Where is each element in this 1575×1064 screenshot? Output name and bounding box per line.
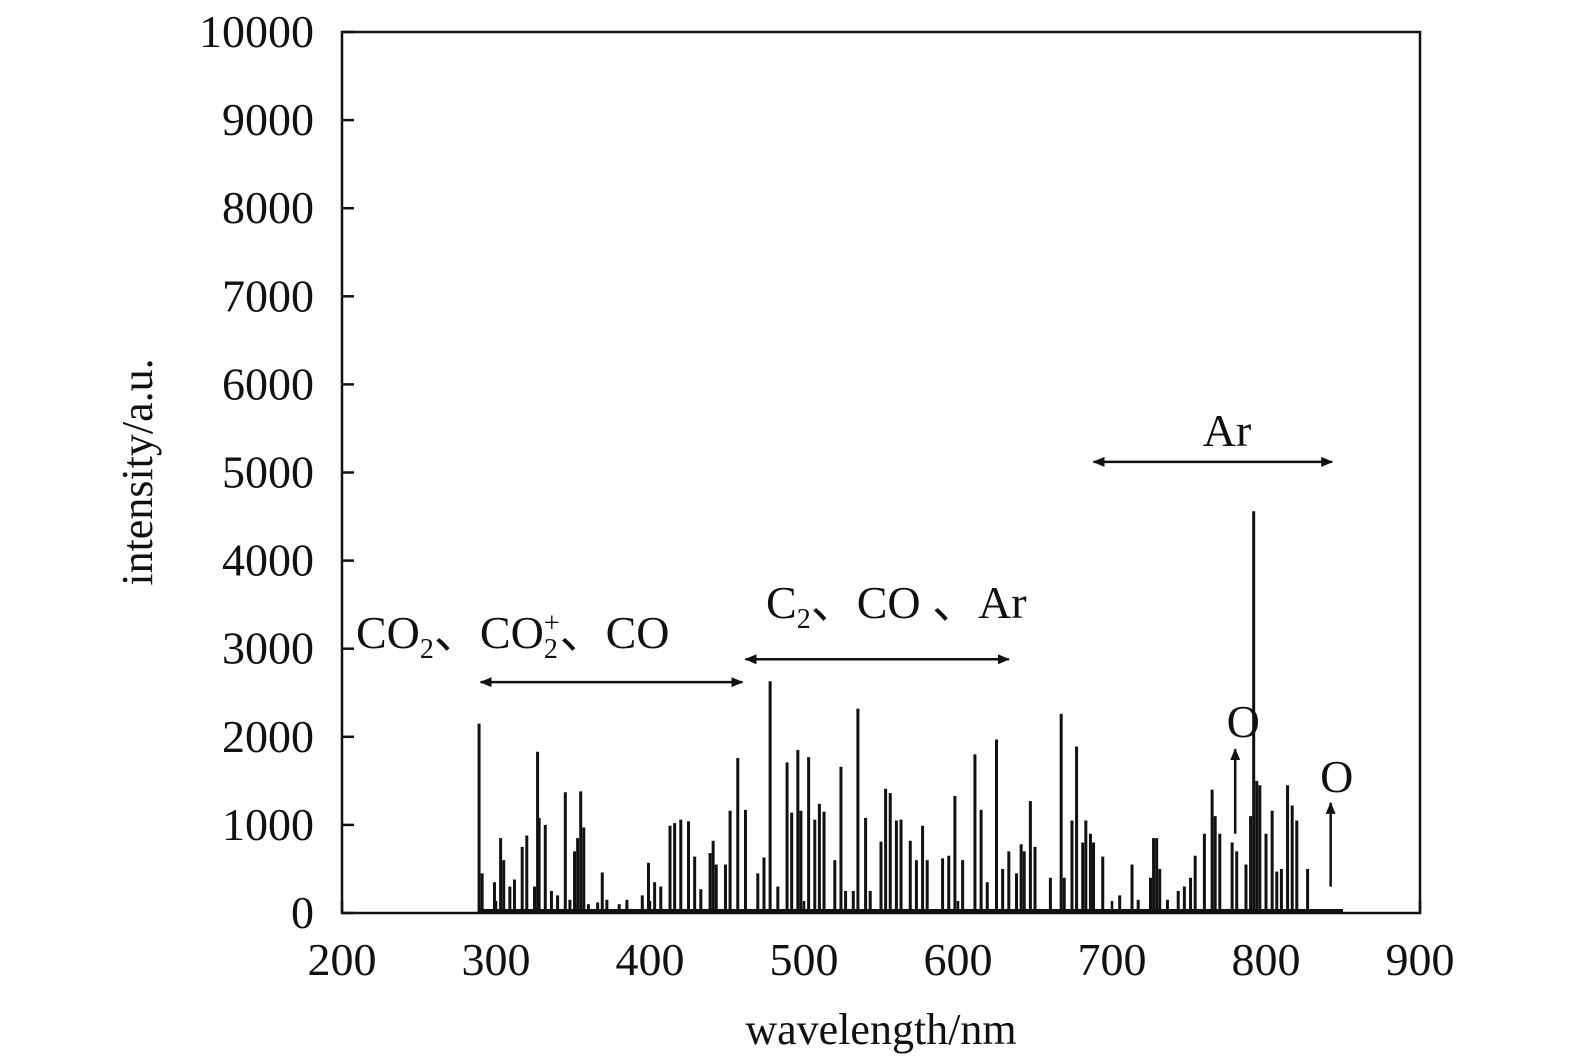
y-tick-label: 10000 (199, 6, 314, 57)
x-tick-label: 700 (1078, 934, 1147, 985)
y-tick-label: 2000 (222, 711, 314, 762)
y-tick-label: 0 (291, 887, 314, 938)
y-tick-label: 7000 (222, 270, 314, 321)
x-tick-label: 800 (1232, 934, 1301, 985)
y-axis-title: intensity/a.u. (113, 358, 162, 585)
x-tick-label: 400 (616, 934, 685, 985)
y-tick-label: 3000 (222, 623, 314, 674)
annotations: CO2、CO2+、CO C2、CO 、Ar Ar O O (356, 405, 1353, 887)
y-tick-label: 9000 (222, 94, 314, 145)
x-axis-ticks: 200 300 400 500 600 700 800 900 (308, 901, 1455, 985)
annotation-o: O (1227, 696, 1260, 747)
plot-frame (340, 30, 1422, 915)
annotation-o: O (1320, 751, 1353, 802)
x-tick-label: 600 (924, 934, 993, 985)
x-tick-label: 300 (462, 934, 531, 985)
y-tick-label: 1000 (222, 799, 314, 850)
annotation-ar: Ar (1203, 405, 1252, 456)
x-tick-label: 500 (770, 934, 839, 985)
x-tick-label: 200 (308, 934, 377, 985)
y-tick-label: 8000 (222, 182, 314, 233)
annotation-co2-co2plus-co: CO2、CO2+、CO (356, 607, 670, 665)
y-tick-label: 4000 (222, 535, 314, 586)
y-tick-label: 5000 (222, 447, 314, 498)
annotation-c2-co-ar: C2、CO 、Ar (766, 577, 1027, 635)
y-tick-label: 6000 (222, 358, 314, 409)
x-tick-label: 900 (1386, 934, 1455, 985)
x-axis-title: wavelength/nm (745, 1005, 1016, 1054)
spectral-lines (477, 511, 1343, 913)
y-axis-ticks: 0 1000 2000 3000 4000 5000 6000 7000 8000 9000 100… (199, 6, 354, 938)
